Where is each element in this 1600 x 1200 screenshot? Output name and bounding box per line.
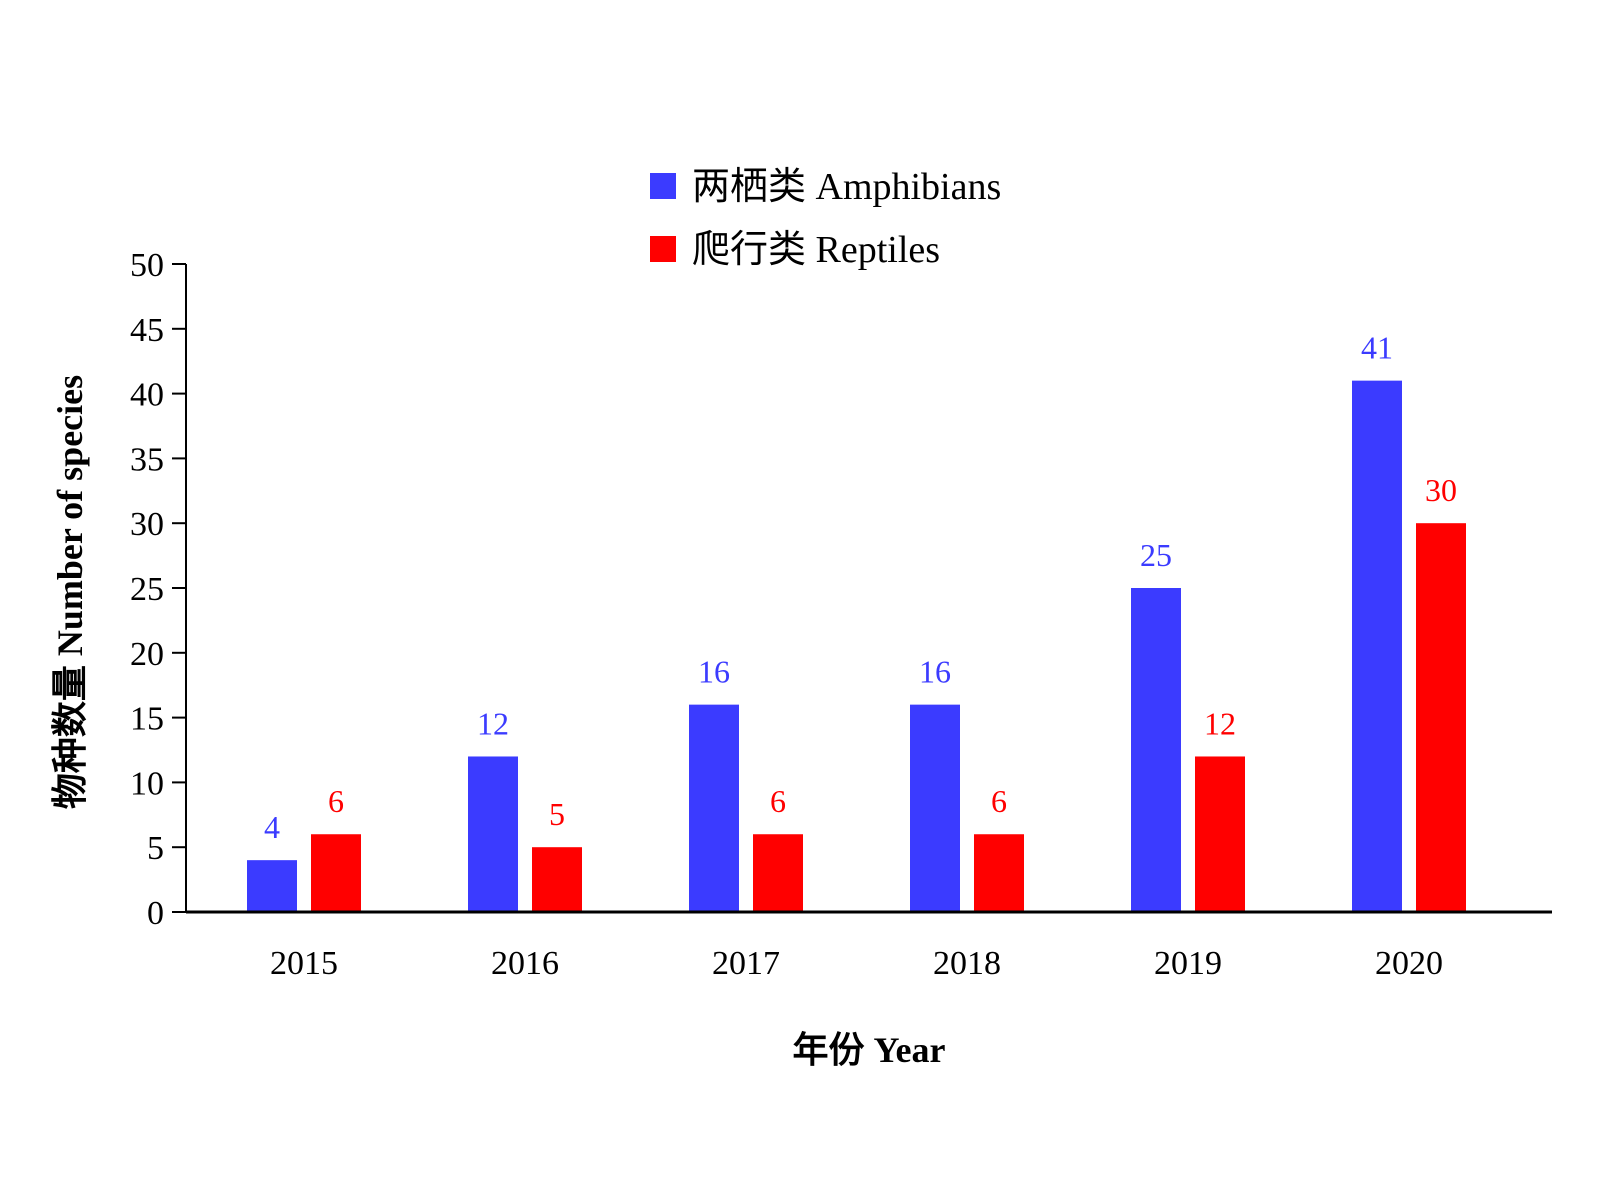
bar-amphibians-2016 [468, 756, 518, 912]
data-label-reptiles-2016: 5 [549, 796, 565, 832]
bar-reptiles-2016 [532, 847, 582, 912]
y-tick-label: 0 [147, 895, 164, 932]
legend-label-reptiles: 爬行类 Reptiles [692, 229, 940, 271]
bar-reptiles-2015 [311, 834, 361, 912]
data-labels-group: 4 6 12 5 16 6 16 6 25 12 41 30 [264, 330, 1457, 846]
legend-swatch-reptiles [650, 236, 676, 262]
x-tick-label: 2015 [270, 945, 338, 982]
bars-group [247, 380, 1466, 912]
legend: 两栖类 Amphibians 爬行类 Reptiles [650, 166, 1001, 271]
data-label-amphibians-2017: 16 [698, 654, 730, 690]
x-tick-label: 2017 [712, 945, 780, 982]
bar-amphibians-2017 [689, 704, 739, 912]
data-label-reptiles-2017: 6 [770, 783, 786, 819]
data-label-amphibians-2016: 12 [477, 705, 509, 741]
y-tick-label: 40 [130, 377, 164, 414]
bar-amphibians-2019 [1131, 588, 1181, 912]
x-tick-label: 2020 [1375, 945, 1443, 982]
legend-label-amphibians: 两栖类 Amphibians [692, 166, 1001, 208]
bar-reptiles-2017 [753, 834, 803, 912]
bar-reptiles-2019 [1195, 756, 1245, 912]
y-ticks-group: 0 5 10 15 20 25 30 35 40 45 50 [130, 247, 186, 932]
x-ticks-group: 2015 2016 2017 2018 2019 2020 [270, 945, 1443, 982]
y-tick-label: 35 [130, 441, 164, 478]
bar-reptiles-2018 [974, 834, 1024, 912]
bar-reptiles-2020 [1416, 523, 1466, 912]
y-tick-label: 5 [147, 830, 164, 867]
data-label-amphibians-2019: 25 [1140, 537, 1172, 573]
data-label-amphibians-2015: 4 [264, 809, 280, 845]
data-label-reptiles-2019: 12 [1204, 705, 1236, 741]
x-axis-title: 年份 Year [793, 1030, 946, 1070]
data-label-reptiles-2018: 6 [991, 783, 1007, 819]
y-tick-label: 30 [130, 506, 164, 543]
y-tick-label: 25 [130, 571, 164, 608]
y-tick-label: 50 [130, 247, 164, 284]
data-label-amphibians-2018: 16 [919, 654, 951, 690]
data-label-reptiles-2020: 30 [1425, 472, 1457, 508]
x-tick-label: 2019 [1154, 945, 1222, 982]
bar-amphibians-2015 [247, 860, 297, 912]
bar-amphibians-2020 [1352, 380, 1402, 912]
axes-group [185, 264, 1552, 914]
y-tick-label: 15 [130, 701, 164, 738]
x-tick-label: 2016 [491, 945, 559, 982]
data-label-reptiles-2015: 6 [328, 783, 344, 819]
y-axis-title: 物种数量 Number of species [50, 375, 90, 809]
legend-swatch-amphibians [650, 173, 676, 199]
x-tick-label: 2018 [933, 945, 1001, 982]
y-tick-label: 10 [130, 765, 164, 802]
bar-amphibians-2018 [910, 704, 960, 912]
y-tick-label: 20 [130, 636, 164, 673]
y-tick-label: 45 [130, 312, 164, 349]
data-label-amphibians-2020: 41 [1361, 330, 1393, 366]
